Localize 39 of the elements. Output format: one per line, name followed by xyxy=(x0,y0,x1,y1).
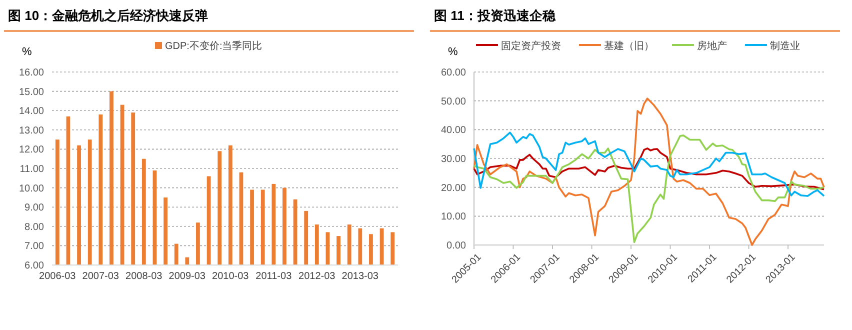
y-tick-label: 8.00 xyxy=(24,222,44,233)
y-tick-label: 16.00 xyxy=(18,68,44,78)
y-axis-title: % xyxy=(448,46,458,58)
y-tick-label: 11.00 xyxy=(20,164,44,175)
x-tick-label: 2006-03 xyxy=(39,271,76,282)
legend-label: 制造业 xyxy=(770,40,800,52)
x-tick-label: 2012-03 xyxy=(298,271,336,282)
x-tick-label: 2010-03 xyxy=(212,271,250,282)
y-tick-label: 9.00 xyxy=(24,202,44,214)
x-tick-label: 2011-03 xyxy=(256,271,292,282)
line-series xyxy=(473,134,825,244)
y-tick-label: 10.00 xyxy=(440,212,466,223)
legend-label: 房地产 xyxy=(697,40,727,52)
x-tick-label: 2009-03 xyxy=(168,271,206,282)
y-tick-label: 20.00 xyxy=(440,182,466,194)
legend-label: 固定资产投资 xyxy=(501,40,561,52)
y-tick-label: 15.00 xyxy=(18,86,44,98)
x-tick-label: 2008-03 xyxy=(126,271,163,282)
y-tick-label: 6.00 xyxy=(24,260,44,272)
line-series xyxy=(473,148,825,190)
y-tick-label: 60.00 xyxy=(440,68,466,78)
y-tick-label: 30.00 xyxy=(440,154,466,165)
y-tick-label: 0.00 xyxy=(446,240,466,252)
x-tick-label: 2007-03 xyxy=(82,271,120,282)
y-tick-label: 40.00 xyxy=(440,125,466,136)
y-tick-label: 14.00 xyxy=(18,106,44,118)
legend-label: 基建（旧） xyxy=(604,40,654,52)
y-tick-label: 50.00 xyxy=(440,96,466,108)
line-series xyxy=(473,132,825,197)
y-tick-label: 13.00 xyxy=(18,125,44,136)
line-series xyxy=(473,98,825,246)
x-tick-label: 2013-03 xyxy=(342,271,379,282)
y-axis-title: % xyxy=(22,46,32,58)
y-tick-label: 10.00 xyxy=(18,183,44,194)
y-tick-label: 7.00 xyxy=(24,241,44,252)
y-tick-label: 12.00 xyxy=(18,144,44,156)
chart-title: 图 10：金融危机之后经济快速反弹 xyxy=(8,8,208,23)
legend-label: GDP:不变价:当季同比 xyxy=(165,40,262,52)
chart-title: 图 11：投资迅速企稳 xyxy=(434,8,556,23)
